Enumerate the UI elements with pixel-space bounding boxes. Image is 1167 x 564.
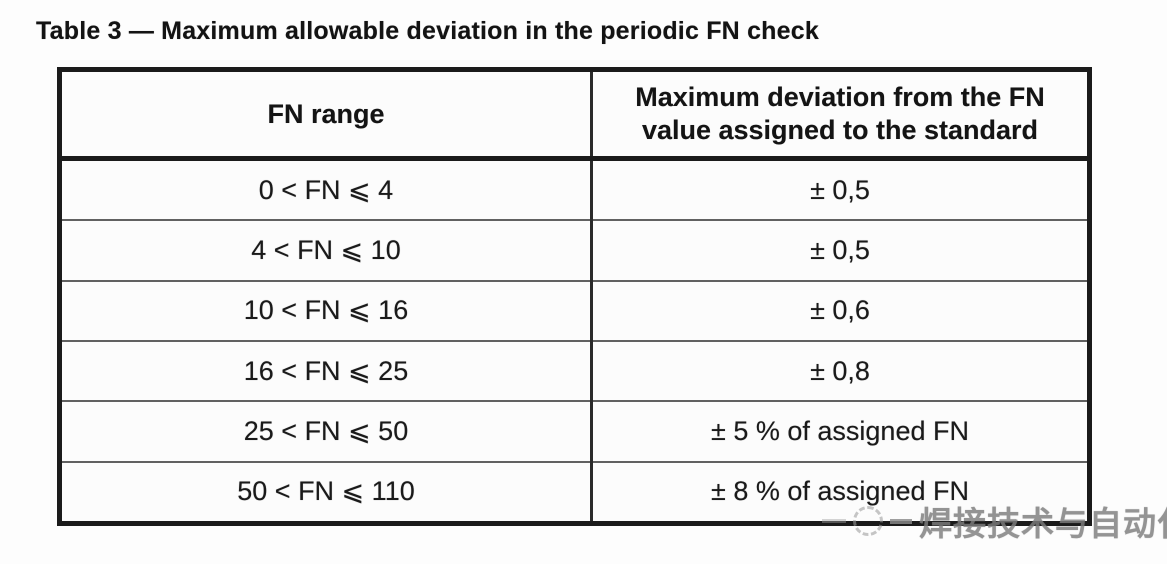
header-row: FN range Maximum deviation from the FN v… (59, 69, 1090, 161)
fn-range-cell: 25 < FN ⩽ 50 (59, 400, 592, 462)
watermark: 焊接技术与自动化 (822, 497, 1167, 545)
table-row: 16 < FN ⩽ 25 ± 0,8 (59, 339, 1090, 402)
table-body: 0 < FN ⩽ 4 ± 0,5 4 < FN ⩽ 10 ± 0,5 10 < … (59, 158, 1090, 524)
fn-range-cell: 16 < FN ⩽ 25 (59, 339, 592, 402)
fn-range-cell: 4 < FN ⩽ 10 (59, 219, 592, 281)
column-header-max-deviation: Maximum deviation from the FN value assi… (590, 69, 1090, 161)
watermark-text: 焊接技术与自动化 (919, 505, 1167, 542)
watermark-circle-logo-icon (853, 506, 883, 536)
deviation-cell: ± 0,8 (590, 339, 1090, 402)
fn-range-cell: 0 < FN ⩽ 4 (258, 174, 394, 205)
table-row: 25 < FN ⩽ 50 ± 5 % of assigned FN (59, 400, 1090, 462)
fn-deviation-table: FN range Maximum deviation from the FN v… (57, 67, 1092, 526)
table-row: 50 < FN ⩽ 110 ± 8 % of assigned FN (59, 460, 1090, 524)
fn-range-cell: 10 < FN ⩽ 16 (59, 279, 592, 341)
table-row: 4 < FN ⩽ 10 ± 0,5 (59, 219, 1090, 281)
table-row: 0 < FN ⩽ 4 ± 0,5 (60, 158, 1090, 221)
table-row: 10 < FN ⩽ 16 ± 0,6 (59, 279, 1090, 341)
watermark-dash-icon (822, 519, 846, 523)
deviation-cell: ± 8 % of assigned FN (590, 460, 1090, 524)
fn-range-cell: 50 < FN ⩽ 110 (59, 460, 592, 524)
deviation-cell: ± 0,6 (590, 279, 1090, 341)
watermark-stroke-icon (890, 518, 912, 524)
deviation-cell: ± 5 % of assigned FN (590, 400, 1090, 462)
table-header: FN range Maximum deviation from the FN v… (59, 69, 1090, 161)
table-caption: Table 3 — Maximum allowable deviation in… (36, 17, 819, 45)
deviation-cell: ± 0,5 (590, 219, 1090, 281)
deviation-cell: ± 0,5 (590, 158, 1090, 221)
column-header-fn-range: FN range (59, 69, 592, 161)
